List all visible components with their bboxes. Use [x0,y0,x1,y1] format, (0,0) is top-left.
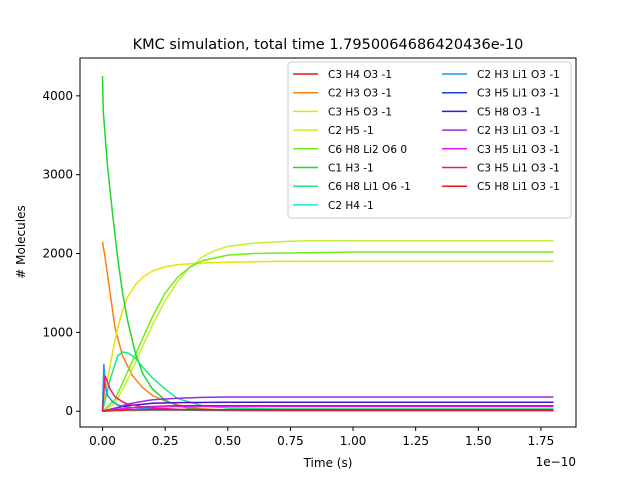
y-tick-label: 2000 [42,247,73,261]
chart-title: KMC simulation, total time 1.79500646864… [133,37,524,53]
y-tick-label: 4000 [42,89,73,103]
legend-entry-label: C6 H8 Li2 O6 0 [328,144,407,156]
axes-frame [79,57,577,428]
series-line-2 [101,241,554,412]
x-axis-multiplier: 1e−10 [536,455,576,469]
series-line-4 [102,240,554,412]
y-tick-label: 3000 [42,168,73,182]
legend-entry-label: C2 H4 -1 [328,200,374,212]
x-axis-label: Time (s) [303,456,353,470]
y-tick-label: 1000 [42,325,73,339]
series-line-15 [102,408,554,412]
series-line-9 [101,363,554,412]
legend-entry-label: C3 H4 O3 -1 [328,69,392,81]
legend-entry-label: C3 H5 Li1 O3 -1 [477,88,560,100]
legend-frame [287,61,572,219]
axis-ticks: 0.00 0.25 0.50 0.75 1.00 1.25 1.50 1.75 0 1000 200… [42,89,554,448]
legend-entry-label: C1 H3 -1 [328,163,374,175]
series-line-7 [101,351,554,412]
legend-entry-label: C5 H8 O3 -1 [477,106,541,118]
legend-entry-label: C3 H5 O3 -1 [328,106,392,118]
legend: C3 H4 O3 -1 C2 H3 O3 -1 C3 H5 O3 -1 C2 H5 -… [287,61,572,219]
legend-entry-label: C5 H8 Li1 O3 -1 [477,181,560,193]
legend-entry-label: C2 H5 -1 [328,125,374,137]
legend-entry-label: C3 H5 Li1 O3 -1 [477,144,560,156]
y-axis-label: # Molecules [14,205,28,278]
x-tick-label: 0.50 [214,434,241,448]
legend-entry-label: C2 H3 Li1 O3 -1 [477,69,560,81]
x-tick-label: 0.25 [152,434,179,448]
y-tick-label: 0 [65,404,73,418]
legend-entry-label: C2 H3 Li1 O3 -1 [477,125,560,137]
x-tick-label: 1.75 [528,434,555,448]
x-tick-label: 0.75 [277,434,304,448]
series-line-5 [101,251,554,412]
plot-area [101,76,554,412]
x-tick-label: 1.25 [402,434,429,448]
x-tick-label: 0.00 [89,434,116,448]
x-tick-label: 1.00 [340,434,367,448]
x-tick-label: 1.50 [465,434,492,448]
legend-entry-label: C2 H3 O3 -1 [328,88,392,100]
series-line-13 [102,405,554,412]
series-line-12 [102,396,554,412]
legend-entry-label: C6 H8 Li1 O6 -1 [328,181,411,193]
series-line-3 [101,260,554,412]
legend-entry-label: C3 H5 Li1 O3 -1 [477,163,560,175]
